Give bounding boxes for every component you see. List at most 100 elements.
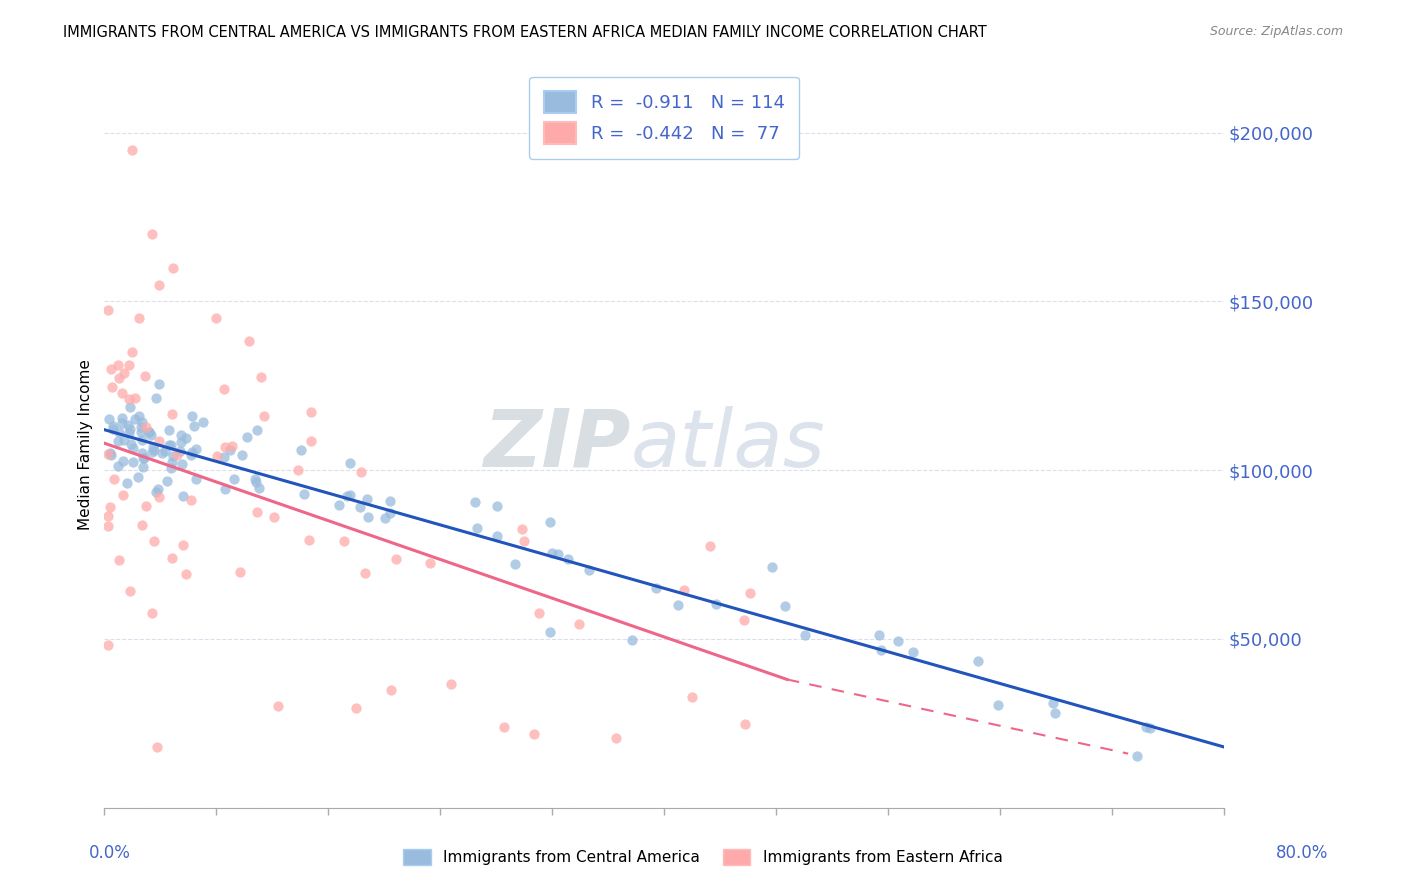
Point [97,303,120,318]
Point [111,416,134,430]
Point [380,683,402,698]
Point [98,445,121,459]
Point [205,310,228,325]
Text: atlas: atlas [630,406,825,483]
Point [131,433,153,447]
Point [97,446,120,460]
Point [180,448,202,462]
Point [145,391,167,405]
Point [157,438,180,452]
Point [966,654,988,668]
Point [870,643,893,657]
Point [153,444,176,458]
Point [172,458,194,472]
Text: ZIP: ZIP [484,406,630,483]
Point [645,581,668,595]
Point [510,522,533,536]
Point [118,392,141,406]
Point [349,465,371,479]
Point [527,606,550,620]
Point [465,521,488,535]
Point [176,567,198,582]
Point [214,482,236,496]
Point [419,556,441,570]
Point [162,449,184,463]
Point [486,500,509,514]
Point [141,444,163,458]
Point [112,488,135,502]
Point [97,519,120,533]
Point [107,458,129,473]
Point [170,427,193,442]
Point [148,490,170,504]
Point [107,358,129,372]
Point [494,720,516,734]
Point [298,533,321,548]
Point [118,358,141,372]
Point [101,422,124,436]
Point [108,425,131,439]
Point [100,362,122,376]
Point [107,434,129,449]
Text: 0.0%: 0.0% [89,844,131,862]
Point [139,428,162,442]
Point [205,449,228,463]
Point [222,472,245,486]
Point [120,436,142,450]
Point [357,510,380,524]
Point [245,475,267,489]
Point [141,227,163,241]
Point [503,557,526,571]
Point [166,448,188,462]
Point [440,677,463,691]
Point [704,597,727,611]
Point [117,418,139,433]
Point [120,400,142,414]
Point [129,425,152,440]
Point [987,698,1010,712]
Point [378,494,401,508]
Point [97,638,120,652]
Point [112,366,135,380]
Point [100,500,122,515]
Point [250,370,273,384]
Point [214,440,236,454]
Point [118,584,141,599]
Point [148,277,170,292]
Point [162,455,184,469]
Point [541,546,564,560]
Point [145,485,167,500]
Point [243,472,266,486]
Point [112,434,135,448]
Point [219,442,242,457]
Point [212,450,235,464]
Legend: R =  -0.911   N = 114, R =  -0.442   N =  77: R = -0.911 N = 114, R = -0.442 N = 77 [529,77,799,159]
Point [186,472,208,486]
Point [180,409,202,424]
Point [142,440,165,454]
Point [132,459,155,474]
Point [290,442,312,457]
Point [117,475,139,490]
Point [231,449,253,463]
Point [121,143,143,157]
Point [605,731,627,745]
Point [734,716,756,731]
Point [146,739,169,754]
Point [464,495,486,509]
Point [132,451,155,466]
Point [249,481,271,495]
Point [141,607,163,621]
Point [180,493,202,508]
Point [132,451,155,466]
Point [124,391,146,405]
Point [547,547,569,561]
Point [111,410,134,425]
Point [135,420,157,434]
Point [124,412,146,426]
Point [148,376,170,391]
Point [229,566,252,580]
Point [738,586,761,600]
Point [191,415,214,429]
Point [127,470,149,484]
